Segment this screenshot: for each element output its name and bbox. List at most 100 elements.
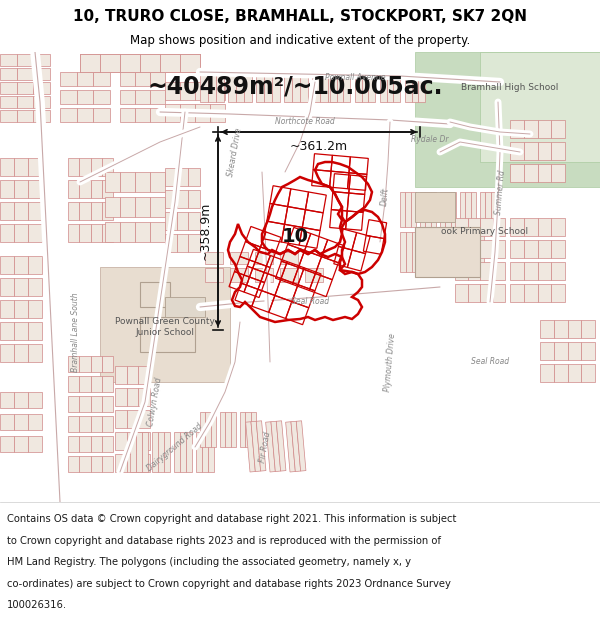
Polygon shape	[102, 202, 113, 220]
Polygon shape	[510, 164, 524, 182]
Polygon shape	[276, 421, 286, 471]
Polygon shape	[105, 172, 120, 192]
Polygon shape	[91, 158, 102, 176]
Polygon shape	[431, 192, 436, 227]
Polygon shape	[17, 110, 34, 122]
Polygon shape	[0, 82, 17, 94]
Polygon shape	[28, 436, 42, 452]
Polygon shape	[524, 262, 538, 280]
Polygon shape	[581, 364, 595, 382]
Polygon shape	[445, 192, 451, 227]
Polygon shape	[415, 192, 455, 222]
Polygon shape	[102, 376, 113, 392]
Polygon shape	[554, 342, 568, 360]
Polygon shape	[330, 74, 337, 102]
Polygon shape	[202, 432, 208, 472]
Polygon shape	[176, 234, 188, 252]
Polygon shape	[135, 108, 150, 122]
Polygon shape	[480, 262, 493, 280]
Text: Rydale Dr: Rydale Dr	[411, 136, 449, 144]
Polygon shape	[135, 197, 150, 217]
Polygon shape	[210, 104, 225, 122]
Polygon shape	[127, 366, 139, 384]
Polygon shape	[355, 74, 362, 102]
Polygon shape	[180, 104, 195, 122]
Polygon shape	[79, 224, 91, 242]
Polygon shape	[210, 82, 225, 100]
Polygon shape	[455, 284, 467, 302]
Polygon shape	[538, 164, 551, 182]
Polygon shape	[102, 416, 113, 432]
Polygon shape	[226, 412, 230, 447]
Text: Northcote Road: Northcote Road	[275, 118, 335, 126]
Polygon shape	[406, 192, 410, 227]
Polygon shape	[17, 54, 34, 66]
Polygon shape	[216, 72, 224, 102]
Polygon shape	[14, 322, 28, 340]
Polygon shape	[139, 388, 150, 406]
Polygon shape	[466, 192, 470, 227]
Polygon shape	[165, 104, 180, 122]
Polygon shape	[28, 224, 42, 242]
Polygon shape	[174, 432, 180, 472]
Polygon shape	[0, 54, 17, 66]
Polygon shape	[102, 180, 113, 198]
Polygon shape	[272, 72, 280, 102]
Polygon shape	[230, 412, 236, 447]
Polygon shape	[292, 72, 300, 102]
Polygon shape	[428, 232, 434, 272]
Polygon shape	[551, 262, 565, 280]
Polygon shape	[256, 72, 264, 102]
Polygon shape	[180, 54, 200, 72]
Polygon shape	[211, 412, 216, 447]
Polygon shape	[380, 74, 386, 102]
Polygon shape	[538, 218, 551, 236]
Polygon shape	[271, 421, 281, 471]
Polygon shape	[176, 190, 188, 208]
Polygon shape	[478, 232, 484, 272]
Polygon shape	[244, 72, 252, 102]
Polygon shape	[251, 421, 260, 471]
Polygon shape	[150, 222, 165, 242]
Polygon shape	[91, 396, 102, 412]
Polygon shape	[245, 412, 251, 447]
Polygon shape	[120, 197, 135, 217]
Polygon shape	[135, 172, 150, 192]
Polygon shape	[456, 232, 462, 272]
Text: 100026316.: 100026316.	[7, 601, 67, 611]
Polygon shape	[480, 218, 493, 236]
Text: Pownall Green County
Junior School: Pownall Green County Junior School	[115, 318, 215, 337]
Polygon shape	[180, 54, 200, 72]
Polygon shape	[524, 218, 538, 236]
Polygon shape	[493, 218, 505, 236]
Polygon shape	[493, 262, 505, 280]
Polygon shape	[400, 232, 406, 272]
Polygon shape	[491, 192, 496, 227]
Polygon shape	[195, 104, 210, 122]
Polygon shape	[540, 320, 554, 338]
Polygon shape	[105, 197, 120, 217]
Polygon shape	[165, 234, 176, 252]
Polygon shape	[34, 110, 50, 122]
Polygon shape	[280, 252, 298, 264]
Polygon shape	[115, 410, 127, 428]
Polygon shape	[80, 54, 100, 72]
Polygon shape	[79, 356, 91, 372]
Polygon shape	[28, 392, 42, 408]
Polygon shape	[554, 320, 568, 338]
Polygon shape	[91, 416, 102, 432]
Text: Seal Road: Seal Road	[471, 357, 509, 366]
Polygon shape	[139, 454, 150, 472]
Polygon shape	[102, 356, 113, 372]
Polygon shape	[127, 454, 139, 472]
Polygon shape	[120, 172, 135, 192]
Text: Colwyn Road: Colwyn Road	[146, 377, 164, 427]
Polygon shape	[245, 422, 256, 472]
Polygon shape	[68, 396, 79, 412]
Polygon shape	[34, 68, 50, 80]
Polygon shape	[300, 72, 308, 102]
Polygon shape	[524, 120, 538, 138]
Polygon shape	[0, 158, 14, 176]
Polygon shape	[28, 202, 42, 220]
Polygon shape	[79, 376, 91, 392]
